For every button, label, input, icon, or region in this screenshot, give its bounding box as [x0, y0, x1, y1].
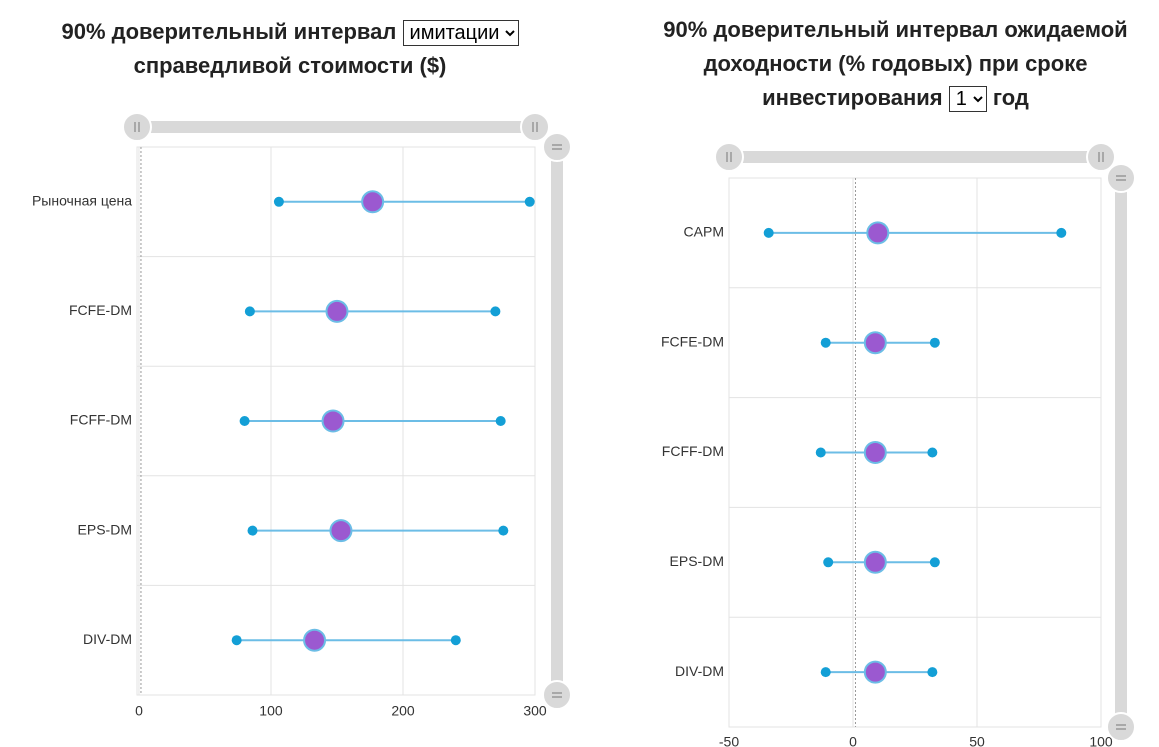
mid-point	[303, 628, 327, 652]
low-dot	[244, 306, 255, 317]
category-label: DIV-DM	[83, 631, 132, 647]
x-tick-label: 0	[849, 734, 857, 747]
low-dot	[231, 635, 242, 646]
mid-point	[863, 660, 887, 684]
x-tick-label: 100	[1089, 734, 1113, 747]
range-slider-handle[interactable]	[714, 142, 744, 172]
range-slider-handle[interactable]	[1086, 142, 1116, 172]
x-tick-label: 50	[969, 734, 985, 747]
mid-point	[866, 221, 890, 245]
simulation-select[interactable]: имитации	[402, 20, 519, 46]
category-label: FCFE-DM	[69, 302, 132, 318]
category-label: FCFF-DM	[662, 443, 724, 459]
vertical-slider-handle[interactable]	[1106, 712, 1136, 742]
x-tick-label: 0	[135, 703, 143, 719]
chart-title-2: 90% доверительный интервал ожидаемой дох…	[632, 13, 1159, 115]
mid-point	[325, 299, 349, 323]
title-text: справедливой стоимости ($)	[133, 53, 447, 78]
category-label: DIV-DM	[675, 663, 724, 679]
category-label: FCFF-DM	[70, 412, 132, 428]
low-dot	[820, 337, 831, 348]
x-tick-label: -50	[719, 734, 739, 747]
mid-point	[863, 441, 887, 464]
category-label: CAPM	[684, 224, 724, 240]
high-dot	[498, 525, 509, 536]
horizon-select[interactable]: 1	[948, 86, 987, 112]
title-text: 90% доверительный интервал	[61, 19, 397, 44]
category-label: EPS-DM	[78, 521, 132, 537]
mid-point	[863, 331, 887, 355]
range-slider-handle[interactable]	[520, 112, 550, 142]
range-slider-handle[interactable]	[122, 112, 152, 142]
vertical-slider-handle[interactable]	[542, 680, 572, 710]
mid-point	[321, 409, 345, 433]
x-tick-label: 100	[259, 703, 283, 719]
low-dot	[247, 525, 258, 536]
category-label: Рыночная цена	[32, 193, 132, 209]
title-text: год	[992, 85, 1029, 110]
high-dot	[927, 447, 938, 458]
x-tick-label: 200	[391, 703, 415, 719]
low-dot	[763, 227, 774, 238]
high-dot	[490, 306, 501, 317]
low-dot	[239, 416, 250, 426]
mid-point	[329, 519, 353, 543]
x-tick-label: 300	[523, 703, 547, 719]
vertical-slider-handle[interactable]	[542, 132, 572, 162]
title-text: 90% доверительный интервал ожидаемой дох…	[663, 17, 1128, 110]
low-dot	[820, 667, 831, 678]
high-dot	[495, 416, 506, 426]
mid-point	[863, 550, 887, 574]
mid-point	[361, 190, 385, 214]
low-dot	[815, 447, 826, 458]
category-label: EPS-DM	[670, 553, 724, 569]
low-dot	[823, 557, 834, 568]
low-dot	[273, 196, 284, 207]
chart-title-1: 90% доверительный интервал имитации спра…	[10, 15, 570, 83]
high-dot	[450, 635, 461, 646]
high-dot	[524, 196, 535, 207]
high-dot	[929, 337, 940, 348]
high-dot	[927, 667, 938, 678]
high-dot	[929, 557, 940, 568]
high-dot	[1056, 227, 1067, 238]
vertical-slider-handle[interactable]	[1106, 163, 1136, 193]
category-label: FCFE-DM	[661, 333, 724, 349]
